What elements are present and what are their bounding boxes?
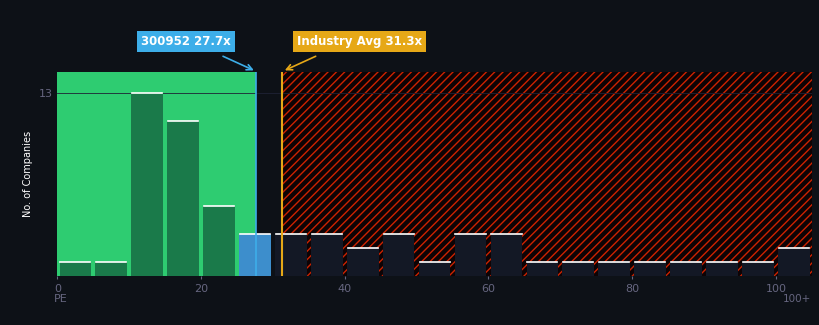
Text: 100+: 100+ — [782, 294, 811, 304]
Bar — [95, 262, 127, 276]
Bar — [60, 262, 91, 276]
Bar — [598, 262, 629, 276]
Bar — [203, 206, 234, 276]
Bar — [274, 234, 306, 276]
Text: 300952 27.7x: 300952 27.7x — [142, 35, 231, 48]
Bar — [634, 262, 665, 276]
Bar — [346, 248, 378, 276]
Bar — [167, 121, 199, 276]
Bar — [419, 262, 450, 276]
Bar — [57, 72, 256, 276]
Bar — [256, 72, 282, 276]
Bar — [669, 262, 701, 276]
Bar — [131, 93, 163, 276]
Text: Industry Avg 31.3x: Industry Avg 31.3x — [296, 35, 421, 48]
Bar — [777, 248, 808, 276]
Bar — [490, 234, 522, 276]
Text: PE: PE — [54, 294, 67, 304]
Bar — [562, 262, 594, 276]
Bar — [282, 72, 811, 276]
Bar — [705, 262, 737, 276]
Bar — [310, 234, 342, 276]
Bar — [455, 234, 486, 276]
Bar — [382, 234, 414, 276]
Bar — [239, 234, 270, 276]
Bar — [741, 262, 773, 276]
Y-axis label: No. of Companies: No. of Companies — [23, 131, 33, 217]
Bar — [526, 262, 558, 276]
